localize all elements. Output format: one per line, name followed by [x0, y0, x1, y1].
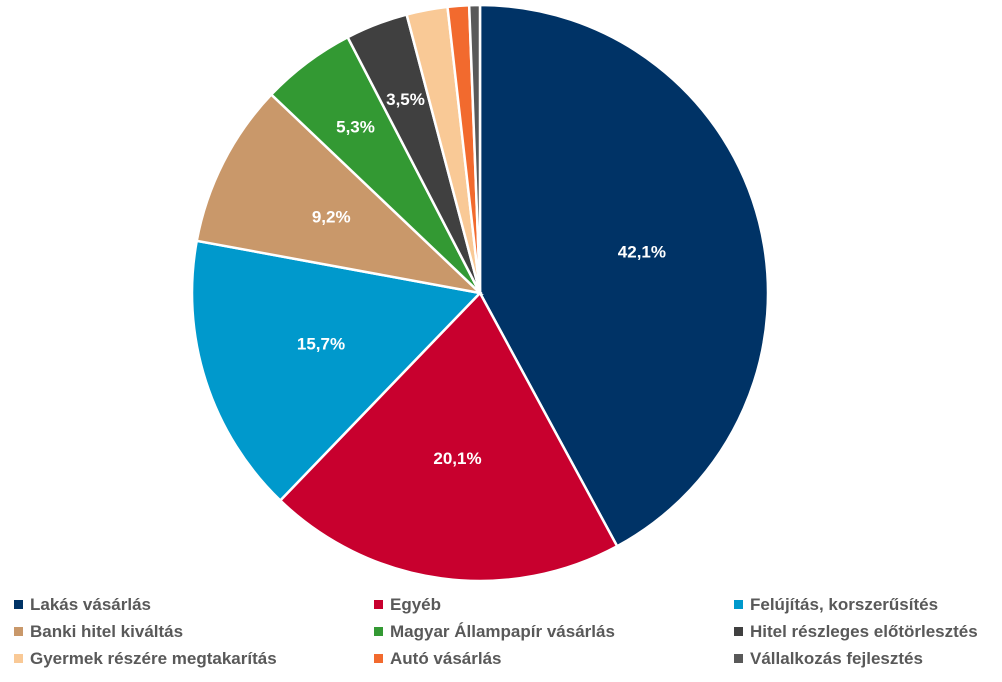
- legend-item-6: Hitel részleges előtörlesztés: [734, 618, 994, 645]
- legend-label: Hitel részleges előtörlesztés: [750, 621, 978, 641]
- legend-item-4: Banki hitel kiváltás: [14, 618, 374, 645]
- pie-slice-1: [478, 3, 770, 548]
- pie-slices: [190, 3, 770, 583]
- legend-swatch: [734, 654, 743, 663]
- legend-swatch: [374, 654, 383, 663]
- data-label-1: 42,1%: [618, 243, 666, 262]
- legend-label: Vállalkozás fejlesztés: [750, 648, 923, 668]
- legend-label: Banki hitel kiváltás: [30, 621, 184, 641]
- pie-plot: 42,1% 20,1% 15,7% 9,2% 5,3% 3,5%: [190, 3, 770, 583]
- legend-item-7: Gyermek részére megtakarítás: [14, 645, 374, 672]
- data-label-5: 5,3%: [336, 118, 375, 137]
- pie-slice-2: [278, 290, 619, 583]
- data-label-3: 15,7%: [297, 335, 345, 354]
- legend-item-8: Autó vásárlás: [374, 645, 734, 672]
- legend: Lakás vásárlás Egyéb Felújítás, korszerűsí…: [14, 591, 994, 672]
- legend-swatch: [14, 600, 23, 609]
- legend-swatch: [374, 600, 383, 609]
- legend-item-3: Felújítás, korszerűsítés: [734, 591, 994, 618]
- legend-label: Magyar Állampapír vásárlás: [390, 621, 615, 641]
- legend-label: Lakás vásárlás: [30, 594, 151, 614]
- data-label-4: 9,2%: [312, 208, 351, 227]
- legend-swatch: [14, 627, 23, 636]
- legend-item-5: Magyar Állampapír vásárlás: [374, 618, 734, 645]
- legend-label: Felújítás, korszerűsítés: [750, 594, 939, 614]
- pie-slice-4: [195, 92, 484, 295]
- pie-slice-9: [467, 3, 482, 294]
- legend-item-1: Lakás vásárlás: [14, 591, 374, 618]
- legend-swatch: [374, 627, 383, 636]
- data-label-2: 20,1%: [433, 449, 481, 468]
- legend-label: Autó vásárlás: [390, 648, 502, 668]
- data-label-6: 3,5%: [386, 90, 425, 109]
- legend-swatch: [734, 627, 743, 636]
- legend-item-9: Vállalkozás fejlesztés: [734, 645, 994, 672]
- legend-swatch: [14, 654, 23, 663]
- legend-swatch: [734, 600, 743, 609]
- legend-label: Egyéb: [390, 594, 442, 614]
- pie-data-labels: 42,1% 20,1% 15,7% 9,2% 5,3% 3,5%: [297, 90, 666, 468]
- legend-item-2: Egyéb: [374, 591, 734, 618]
- pie-slice-3: [190, 239, 483, 503]
- legend-label: Gyermek részére megtakarítás: [30, 648, 277, 668]
